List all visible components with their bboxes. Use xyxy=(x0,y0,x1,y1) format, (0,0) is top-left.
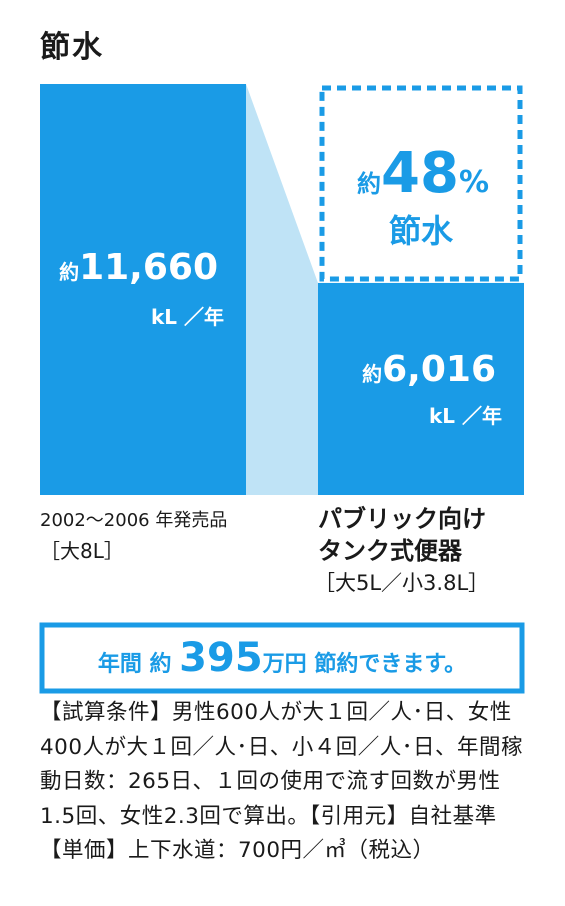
saving-dashed-box xyxy=(319,85,523,282)
category-label-line: ［大8L］ xyxy=(40,539,124,563)
category-label-line: ［大5L／小3.8L］ xyxy=(314,571,489,595)
saving-number: 48 xyxy=(381,141,459,206)
saving-percent-label: 約48%節水 xyxy=(357,141,489,250)
summary-savings-text: 節約できます。 xyxy=(314,651,466,677)
category-label-1: 2002〜2006 年発売品 ［大8L］ xyxy=(40,510,227,563)
summary-banner xyxy=(39,622,525,694)
summary-amount: 395 xyxy=(179,635,263,681)
category-label-line: タンク式便器 xyxy=(318,537,463,565)
bar-value-label-1: 約11,660 kL ／年 xyxy=(59,247,224,329)
category-label-line: パブリック向け xyxy=(318,505,486,533)
summary-unit: 万円 xyxy=(262,652,315,677)
summary-text: 年間 約 395万円 節約できます。 xyxy=(98,635,466,681)
summary-approx: 約 xyxy=(150,651,180,677)
saving-percent-sign: % xyxy=(459,165,489,200)
saving-prefix: 約 xyxy=(357,170,381,198)
bar-1 xyxy=(40,84,246,495)
value-number: 6,016 xyxy=(382,349,496,390)
summary-year: 年間 xyxy=(98,651,150,677)
bar-value-label-2: 約6,016 kL ／年 xyxy=(362,349,502,428)
value-number: 11,660 xyxy=(79,247,218,288)
bar-value-text: 約11,660 xyxy=(59,247,218,288)
bar-value-text: 約6,016 xyxy=(362,349,496,390)
value-prefix: 約 xyxy=(362,362,382,386)
category-label-line: 2002〜2006 年発売品 xyxy=(40,510,227,531)
calculation-conditions-note: 【試算条件】男性600人が大１回／人･日、女性400人が大１回／人･日、小４回／… xyxy=(40,700,524,863)
bar-2 xyxy=(318,282,524,495)
bar-value-unit: kL ／年 xyxy=(429,404,502,428)
value-prefix: 約 xyxy=(59,260,79,284)
page-title: 節水 xyxy=(40,30,104,65)
saving-percent-text: 約48% xyxy=(357,141,489,206)
saving-label: 節水 xyxy=(389,212,454,250)
bar-connector xyxy=(246,84,318,495)
bar-value-unit: kL ／年 xyxy=(151,305,224,329)
